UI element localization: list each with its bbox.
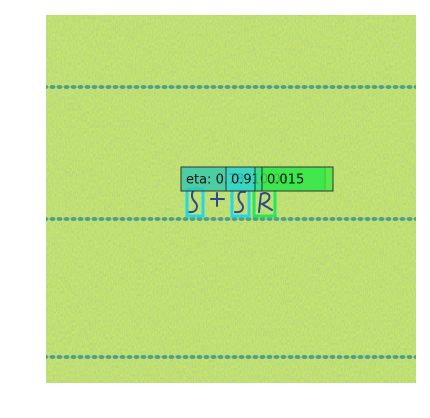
label-text: 0.015 <box>267 173 304 188</box>
labels: eta: 0.780.910.010.015 <box>180 166 334 192</box>
label-text: 0.91 <box>231 173 260 188</box>
label-box <box>261 166 334 192</box>
handwriting <box>188 188 273 214</box>
